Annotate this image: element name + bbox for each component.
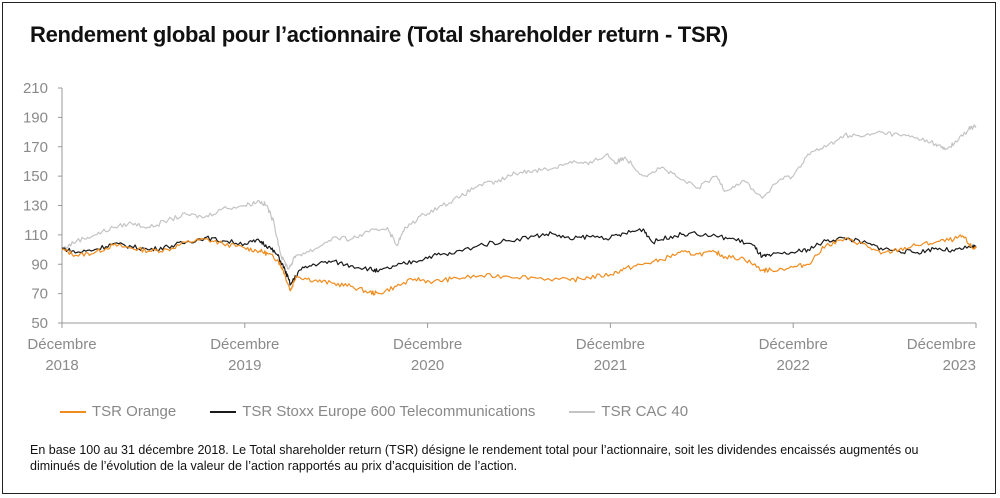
x-tick-label-year: 2021 <box>594 357 627 374</box>
series-line-orange <box>61 234 977 296</box>
legend-swatch-cac40 <box>569 410 596 413</box>
y-tick-label: 130 <box>23 198 48 215</box>
series-line-cac40 <box>61 124 977 270</box>
series-line-stoxx <box>62 228 977 286</box>
y-tick-label: 50 <box>31 315 48 332</box>
x-tick-label-year: 2022 <box>777 357 810 374</box>
y-tick-label: 150 <box>23 168 48 185</box>
y-tick-label: 210 <box>23 80 48 97</box>
x-tick-label-year: 2020 <box>411 357 444 374</box>
legend-label-cac40: TSR CAC 40 <box>601 403 689 420</box>
y-tick-label: 90 <box>31 256 48 273</box>
x-tick-label: Décembre <box>27 336 96 353</box>
x-tick-label: Décembre <box>210 336 279 353</box>
x-tick-label-year: 2018 <box>45 357 78 374</box>
x-tick-label: Décembre <box>576 336 645 353</box>
y-tick-label: 170 <box>23 139 48 156</box>
x-tick-label: Décembre <box>393 336 462 353</box>
x-tick-label: Décembre <box>907 336 976 353</box>
legend-item-orange: TSR Orange <box>60 403 176 420</box>
footnote: En base 100 au 31 décembre 2018. Le Tota… <box>30 443 919 473</box>
legend-item-cac40: TSR CAC 40 <box>569 403 688 420</box>
legend-swatch-stoxx <box>210 410 237 413</box>
chart-legend: TSR Orange TSR Stoxx Europe 600 Telecomm… <box>60 403 688 420</box>
legend-item-stoxx: TSR Stoxx Europe 600 Telecommunications <box>210 403 535 420</box>
legend-swatch-orange <box>60 410 86 413</box>
x-tick-label-year: 2019 <box>228 357 261 374</box>
y-tick-label: 190 <box>23 109 48 126</box>
legend-label-stoxx: TSR Stoxx Europe 600 Telecommunications <box>242 403 536 420</box>
y-tick-label: 110 <box>24 227 48 244</box>
x-tick-label-year: 2023 <box>943 357 976 374</box>
legend-label-orange: TSR Orange <box>92 403 177 420</box>
y-tick-label: 70 <box>31 286 48 303</box>
chart-title: Rendement global pour l’actionnaire (Tot… <box>30 22 728 47</box>
x-tick-label: Décembre <box>759 336 828 353</box>
